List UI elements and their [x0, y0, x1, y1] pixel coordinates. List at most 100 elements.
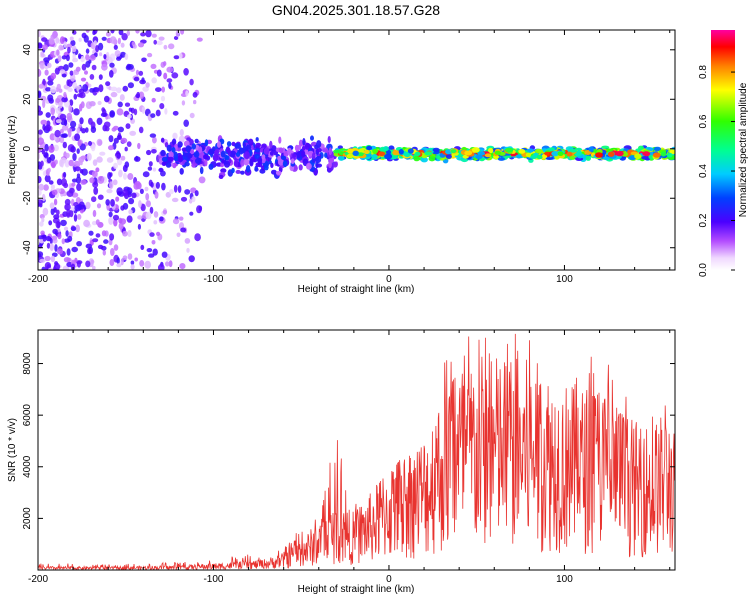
spectrogram-cell [120, 155, 126, 161]
spectrogram-cell [67, 87, 73, 92]
spectrogram-cell [116, 191, 122, 196]
spectrogram-cell [231, 167, 235, 174]
spectrogram-cell [298, 164, 303, 171]
spectrogram-cell [63, 64, 69, 72]
spectrogram-cell [149, 133, 157, 138]
spectrogram-cell [332, 161, 338, 168]
spectrogram-cell [76, 148, 80, 154]
spectrogram-cell [162, 209, 168, 215]
spectrogram-cell [149, 206, 154, 214]
spectrogram-cell [58, 101, 63, 109]
spectrogram-cell [41, 148, 46, 155]
spectrogram-xtick-label: -200 [28, 274, 48, 285]
spectrogram-cell [62, 141, 67, 149]
spectrogram-cell [41, 37, 48, 42]
spectrogram-cell [280, 155, 287, 160]
spectrogram-cell [171, 72, 179, 79]
spectrogram-cell [63, 257, 71, 263]
spectrogram-cell [135, 93, 140, 98]
spectrogram-cell [300, 150, 306, 158]
spectrogram-cell [166, 78, 173, 83]
spectrogram-cell [138, 126, 144, 134]
spectrogram-cell [148, 161, 153, 167]
spectrogram-cell [254, 148, 261, 153]
spectrogram-cell [64, 198, 71, 206]
spectrogram-cell [135, 69, 140, 76]
spectrogram-cell [168, 43, 175, 50]
spectrogram-cell [92, 209, 97, 218]
spectrogram-cell [38, 176, 42, 184]
spectrogram-cell [248, 138, 254, 146]
spectrogram-cell [151, 77, 157, 84]
spectrogram-cell [515, 154, 524, 159]
spectrogram-cell [155, 87, 162, 92]
spectrogram-cell [84, 70, 88, 75]
colorbar-tick-label: 0.4 [698, 164, 709, 178]
spectrogram-cell [569, 155, 575, 160]
spectrogram-cell [156, 69, 162, 77]
spectrogram-cell [165, 162, 172, 168]
spectrogram-cell [139, 260, 145, 267]
spectrogram-cell [163, 61, 167, 67]
spectrogram-cell [240, 170, 245, 175]
spectrogram-cell [131, 192, 137, 199]
spectrogram-cell [432, 147, 440, 153]
spectrogram-cell [190, 187, 197, 194]
spectrogram-cell [127, 82, 134, 89]
spectrogram-cell [414, 151, 421, 156]
spectrogram-cell [328, 161, 332, 168]
spectrogram-cell [194, 138, 199, 144]
spectrogram-cell [569, 149, 578, 153]
spectrogram-cell [78, 156, 85, 163]
spectrogram-cell [221, 159, 225, 164]
spectrogram-cell [116, 152, 121, 159]
spectrogram-cell [220, 150, 226, 158]
spectrogram-cell [155, 109, 161, 117]
spectrogram-cell [450, 149, 457, 154]
spectrogram-cell [188, 138, 194, 146]
spectrogram-cell [39, 221, 44, 227]
spectrogram-cell [52, 228, 58, 235]
spectrogram-cell [48, 145, 55, 153]
spectrogram-cell [70, 120, 77, 128]
spectrogram-cell [81, 63, 87, 71]
spectrogram-cell [88, 59, 92, 64]
spectrogram-cell [68, 104, 73, 113]
spectrogram-cell [189, 149, 195, 155]
spectrogram-cell [38, 83, 45, 89]
spectrogram-cell [185, 90, 189, 97]
spectrogram-cell [63, 41, 67, 48]
spectrogram-cell [99, 151, 106, 156]
spectrogram-cell [183, 119, 189, 127]
spectrogram-cell [50, 255, 56, 263]
spectrogram-cell [77, 260, 81, 268]
spectrogram-cell [171, 138, 177, 146]
spectrogram-cell [56, 83, 61, 91]
spectrogram-cell [115, 196, 120, 202]
spectrogram-cell [61, 133, 68, 139]
snr-xlabel: Height of straight line (km) [298, 584, 415, 595]
spectrogram-cell [245, 144, 252, 150]
spectrogram-cell [70, 226, 77, 232]
spectrogram-cell [127, 253, 133, 260]
spectrogram-cell [107, 172, 112, 180]
spectrogram-cell [89, 74, 95, 80]
spectrogram-cell [324, 152, 328, 158]
spectrogram-cell [66, 112, 73, 121]
spectrogram-cell [243, 158, 250, 166]
spectrogram-cell [615, 150, 624, 157]
spectrogram-cell [113, 137, 119, 144]
spectrogram-cell [38, 43, 43, 49]
spectrogram-cell [92, 159, 98, 167]
spectrogram-cell [117, 37, 121, 45]
spectrogram-cell [155, 181, 160, 189]
spectrogram-cell [122, 230, 128, 237]
spectrogram-cell [184, 238, 191, 244]
spectrogram-cell [89, 101, 96, 107]
spectrogram-cell [38, 183, 45, 191]
spectrogram-cell [70, 40, 76, 47]
spectrogram-cell [471, 147, 480, 153]
spectrogram-cell [121, 33, 128, 41]
spectrogram-cell [41, 266, 46, 270]
